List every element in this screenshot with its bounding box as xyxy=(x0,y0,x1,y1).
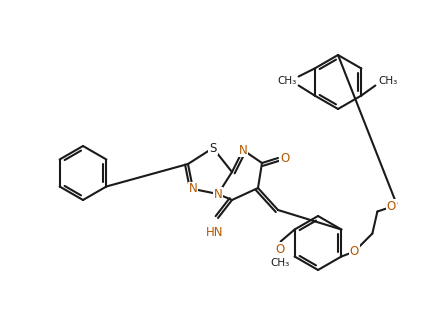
Text: O: O xyxy=(275,243,284,256)
Text: N: N xyxy=(189,182,197,196)
Text: HN: HN xyxy=(206,226,224,238)
Text: CH₃: CH₃ xyxy=(277,77,296,87)
Text: S: S xyxy=(209,142,217,154)
Text: O: O xyxy=(280,151,289,164)
Text: O: O xyxy=(387,200,396,213)
Text: N: N xyxy=(239,144,247,157)
Text: CH₃: CH₃ xyxy=(379,77,398,87)
Text: N: N xyxy=(214,187,222,200)
Text: O: O xyxy=(350,245,359,258)
Text: CH₃: CH₃ xyxy=(277,76,296,85)
Text: CH₃: CH₃ xyxy=(270,257,289,267)
